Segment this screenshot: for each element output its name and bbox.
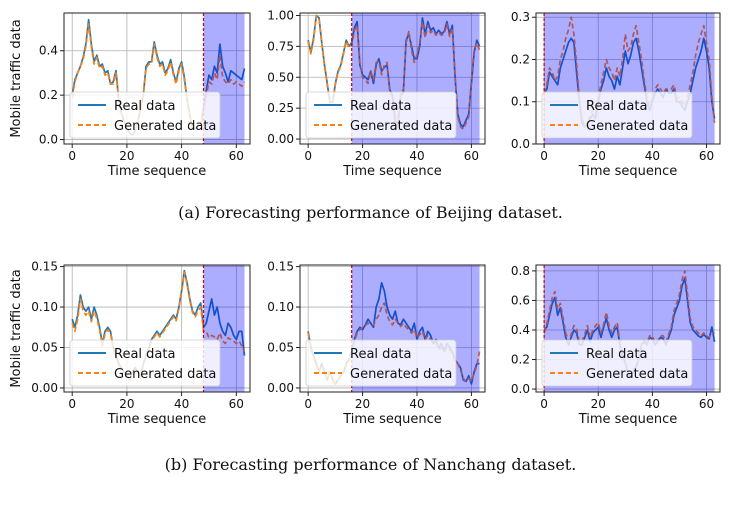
- axes-frame: [299, 12, 486, 145]
- axes-frame: [535, 264, 721, 393]
- legend-generated-label: Generated data: [114, 367, 216, 382]
- y-tick-label: 0.05: [267, 341, 294, 355]
- x-tick-label: 20: [119, 397, 134, 411]
- legend-generated-label: Generated data: [350, 119, 452, 134]
- y-tick-label: 0.15: [31, 260, 58, 274]
- legend-box: [305, 339, 457, 387]
- y-tick-label: 0.50: [267, 70, 294, 84]
- y-tick-label: 0.00: [267, 132, 294, 146]
- y-tick-label: 1.00: [267, 8, 294, 22]
- chart-panel-1: Real data Generated data 0 20 40 60 0.0 0.2 0.4 T…: [9, 12, 251, 179]
- x-tick-label: 40: [645, 149, 660, 163]
- y-tick-label: 0.3: [511, 10, 530, 24]
- x-tick-label: 20: [591, 397, 606, 411]
- legend-real-label: Real data: [350, 347, 411, 362]
- generated-data-line: [71, 271, 246, 381]
- chart-panel-6: Real data Generated data 0 20 40 60 0.0 0.2 0.4 0…: [511, 264, 721, 427]
- y-tick-label: 0.0: [511, 382, 530, 396]
- y-tick-label: 0.75: [267, 39, 294, 53]
- legend-box: [305, 91, 457, 139]
- x-tick-label: 60: [229, 397, 244, 411]
- legend: Real data Generated data: [69, 91, 221, 139]
- chart-panel-4: Real data Generated data 0 20 40 60 0.00 0.05 0.…: [9, 260, 251, 427]
- legend-real-label: Real data: [114, 99, 175, 114]
- x-axis-label: Time sequence: [342, 412, 442, 427]
- real-data-line: [71, 269, 246, 381]
- x-tick-label: 0: [68, 149, 76, 163]
- axes-frame: [63, 12, 251, 145]
- x-axis-label: Time sequence: [578, 412, 678, 427]
- y-tick-label: 0.4: [511, 323, 530, 337]
- x-tick-label: 60: [699, 149, 714, 163]
- y-tick-label: 0.4: [39, 44, 58, 58]
- y-axis-label: Mobile traffic data: [9, 19, 24, 137]
- y-tick-label: 0.2: [511, 353, 530, 367]
- legend-box: [541, 91, 693, 139]
- legend-real-label: Real data: [586, 99, 647, 114]
- y-tick-label: 0.8: [511, 264, 530, 278]
- x-tick-label: 20: [591, 149, 606, 163]
- legend-real-label: Real data: [586, 347, 647, 362]
- y-tick-label: 0.0: [511, 137, 530, 151]
- legend-box: [541, 339, 693, 387]
- caption-beijing: (a) Forecasting performance of Beijing d…: [178, 203, 563, 222]
- generated-data-line: [71, 23, 246, 136]
- x-axis-label: Time sequence: [578, 164, 678, 179]
- x-axis-label: Time sequence: [107, 164, 207, 179]
- legend: Real data Generated data: [305, 91, 457, 139]
- axes-frame: [63, 264, 251, 393]
- y-tick-label: 0.00: [267, 381, 294, 395]
- legend-box: [69, 339, 221, 387]
- x-tick-label: 0: [304, 149, 312, 163]
- x-tick-label: 60: [229, 149, 244, 163]
- chart-panel-5: Real data Generated data 0 20 40 60 0.00 0.05 0.…: [267, 260, 486, 427]
- legend-real-label: Real data: [350, 99, 411, 114]
- y-tick-label: 0.00: [31, 381, 58, 395]
- y-tick-label: 0.25: [267, 101, 294, 115]
- y-tick-label: 0.0: [39, 133, 58, 147]
- x-tick-label: 20: [355, 397, 370, 411]
- y-tick-label: 0.1: [511, 95, 530, 109]
- x-tick-label: 60: [699, 397, 714, 411]
- legend-generated-label: Generated data: [586, 367, 688, 382]
- chart-panel-3: Real data Generated data 0 20 40 60 0.0 0.1 0.2 0…: [511, 10, 721, 179]
- x-tick-label: 40: [174, 149, 189, 163]
- legend-box: [69, 91, 221, 139]
- x-tick-label: 20: [355, 149, 370, 163]
- x-tick-label: 0: [540, 149, 548, 163]
- chart-panel-2: Real data Generated data 0 20 40 60 0.00 0.25 0.…: [267, 8, 486, 179]
- legend: Real data Generated data: [541, 339, 693, 387]
- y-tick-label: 0.6: [511, 293, 530, 307]
- axes-frame: [535, 12, 721, 145]
- x-tick-label: 40: [174, 397, 189, 411]
- x-tick-label: 0: [68, 397, 76, 411]
- y-tick-label: 0.10: [267, 300, 294, 314]
- x-axis-label: Time sequence: [107, 412, 207, 427]
- y-tick-label: 0.15: [267, 260, 294, 274]
- x-tick-label: 60: [464, 149, 479, 163]
- x-tick-label: 40: [645, 397, 660, 411]
- axes-frame: [299, 264, 486, 393]
- y-tick-label: 0.2: [39, 88, 58, 102]
- legend: Real data Generated data: [541, 91, 693, 139]
- y-axis-label: Mobile traffic data: [9, 269, 24, 387]
- y-tick-label: 0.05: [31, 341, 58, 355]
- x-tick-label: 20: [119, 149, 134, 163]
- x-tick-label: 40: [409, 397, 424, 411]
- x-tick-label: 40: [409, 149, 424, 163]
- legend: Real data Generated data: [305, 339, 457, 387]
- y-tick-label: 0.10: [31, 300, 58, 314]
- legend-generated-label: Generated data: [350, 367, 452, 382]
- legend: Real data Generated data: [69, 339, 221, 387]
- legend-generated-label: Generated data: [586, 119, 688, 134]
- caption-nanchang: (b) Forecasting performance of Nanchang …: [164, 455, 577, 474]
- y-tick-label: 0.2: [511, 52, 530, 66]
- x-tick-label: 0: [540, 397, 548, 411]
- x-axis-label: Time sequence: [342, 164, 442, 179]
- x-tick-label: 60: [464, 397, 479, 411]
- legend-generated-label: Generated data: [114, 119, 216, 134]
- legend-real-label: Real data: [114, 347, 175, 362]
- x-tick-label: 0: [304, 397, 312, 411]
